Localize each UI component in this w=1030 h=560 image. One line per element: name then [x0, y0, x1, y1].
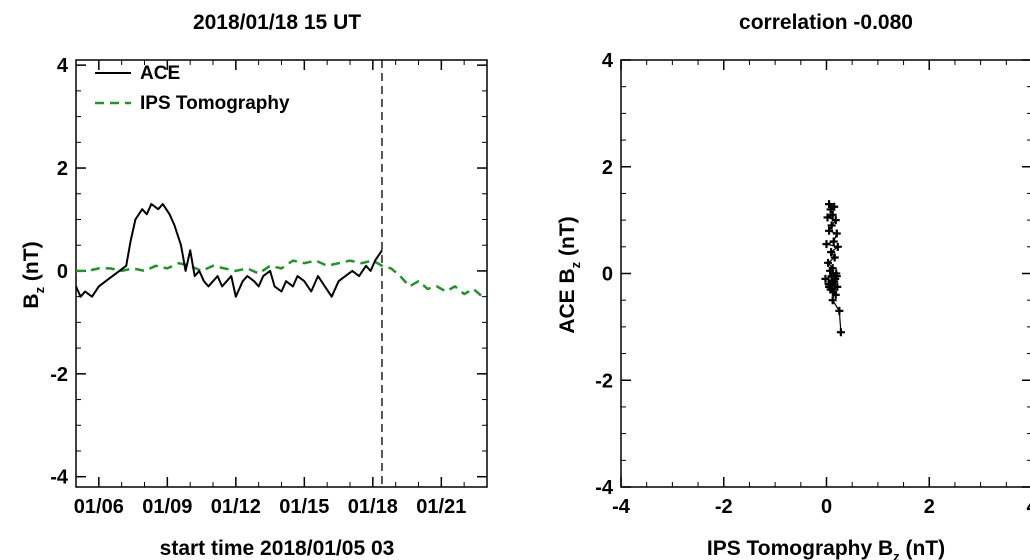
- scatter-point: [831, 290, 840, 299]
- right-x-label-main: IPS Tomography B: [707, 537, 893, 560]
- left-y-label-sub: z: [32, 286, 47, 293]
- left-y-label-main: B: [20, 293, 43, 308]
- scatter-point: [825, 282, 834, 291]
- right-y-label-sub: z: [568, 261, 583, 268]
- left-y-tick-label: 4: [57, 55, 69, 77]
- scatter-point: [827, 277, 836, 286]
- left-x-tick-label: 01/15: [279, 496, 329, 518]
- scatter-point: [833, 242, 842, 251]
- right-y-label-tail: (nT): [556, 216, 579, 261]
- scatter-point: [833, 282, 842, 291]
- time-series-panel: 2018/01/18 15 UT 01/06 01/09 01/12 01/15 01/…: [20, 11, 488, 560]
- scatter-point: [826, 205, 835, 214]
- left-y-tick-label: 0: [57, 261, 68, 283]
- scatter-point: [826, 266, 835, 275]
- right-x-axis-label: IPS Tomography Bz (nT): [707, 537, 945, 560]
- right-x-tick-label: 0: [821, 496, 832, 518]
- right-frame: [620, 59, 1030, 488]
- series-line-ips-tomography: [76, 259, 484, 298]
- right-y-tick-label: 2: [602, 157, 613, 179]
- right-y-tick-label: 4: [602, 50, 614, 72]
- left-frame: [75, 59, 488, 488]
- right-title: correlation -0.080: [739, 11, 913, 34]
- right-x-tick-label: 2: [924, 496, 935, 518]
- left-x-tick-label: 01/18: [348, 496, 398, 518]
- left-x-tick-label: 01/21: [416, 496, 466, 518]
- left-y-label-tail: (nT): [20, 241, 43, 286]
- left-x-tick-label: 01/09: [142, 496, 192, 518]
- left-y-tick-label: -2: [50, 364, 68, 386]
- left-title: 2018/01/18 15 UT: [193, 11, 361, 34]
- scatter-point: [827, 248, 836, 257]
- scatter-point: [836, 328, 845, 337]
- scatter-panel: correlation -0.080 -4 -2 0 2 4 -4 -2 0 2 4 IPS To…: [556, 11, 1030, 560]
- legend-label-ips: IPS Tomography: [140, 93, 290, 114]
- right-x-label-tail: (nT): [900, 537, 945, 560]
- scatter-point: [823, 213, 832, 222]
- scatter-point: [824, 258, 833, 267]
- right-y-axis-label: ACE Bz (nT): [556, 216, 583, 333]
- scatter-point: [827, 221, 836, 230]
- scatter-point: [832, 229, 841, 238]
- left-x-tick-label: 01/12: [211, 496, 261, 518]
- scatter-point: [829, 237, 838, 246]
- left-y-tick-label: -4: [50, 467, 69, 489]
- left-y-axis-label: Bz (nT): [20, 241, 47, 308]
- scatter-point: [822, 240, 831, 249]
- scatter-point: [828, 210, 837, 219]
- scatter-point: [835, 306, 844, 315]
- right-x-tick-label: -4: [612, 496, 631, 518]
- scatter-point: [830, 253, 839, 262]
- right-y-tick-label: -4: [595, 477, 614, 499]
- right-x-tick-label: 4: [1026, 496, 1030, 518]
- scatter-point: [825, 200, 834, 209]
- right-plot-area: -4 -2 0 2 4 -4 -2 0 2 4: [595, 50, 1030, 518]
- left-plot-area: 01/06 01/09 01/12 01/15 01/18 01/21 -4 -2 0 2 4: [50, 55, 488, 518]
- legend: ACE IPS Tomography: [95, 63, 290, 114]
- left-y-tick-label: 2: [57, 158, 68, 180]
- right-x-label-sub: z: [893, 549, 900, 560]
- left-x-tick-label: 01/06: [74, 496, 124, 518]
- left-x-axis-label: start time 2018/01/05 03: [160, 537, 395, 560]
- series-line-ace: [75, 203, 383, 298]
- right-y-label-main: ACE B: [556, 268, 579, 333]
- scatter-point: [832, 272, 841, 281]
- right-x-tick-label: -2: [715, 496, 733, 518]
- legend-label-ace: ACE: [140, 63, 180, 84]
- scatter-point: [825, 226, 834, 235]
- scatter-point: [831, 216, 840, 225]
- right-y-tick-label: 0: [602, 264, 613, 286]
- scatter-point: [821, 274, 830, 283]
- right-y-tick-label: -2: [595, 370, 613, 392]
- scatter-point: [828, 296, 837, 305]
